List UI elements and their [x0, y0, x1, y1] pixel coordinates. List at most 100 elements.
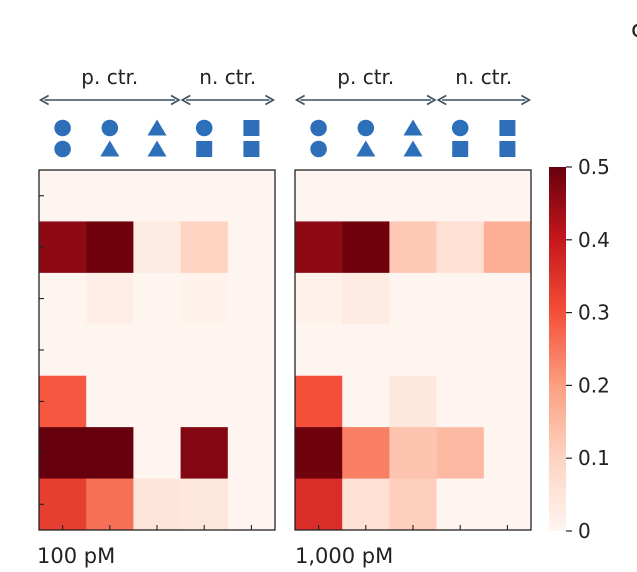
heatmap-cell-p0-r3-c1	[86, 324, 134, 377]
heatmap-cell-p1-r0-c2	[389, 170, 437, 222]
heatmap-cell-p1-r4-c0	[295, 375, 343, 428]
heatmap-cell-p0-r0-c4	[227, 170, 276, 222]
heatmap-cell-p0-r0-c1	[86, 170, 134, 222]
heatmap-cell-p0-r4-c4	[227, 375, 276, 428]
heatmap-cell-p1-r1-c1	[342, 221, 390, 274]
heatmap-cell-p0-r6-c3	[180, 478, 229, 531]
heatmap-cell-p0-r2-c0	[39, 272, 87, 325]
heatmap-cell-p0-r5-c2	[133, 427, 181, 479]
heatmap-cell-p0-r1-c3	[180, 221, 229, 274]
heatmap-cell-p0-r6-c4	[227, 478, 276, 531]
heatmap-cell-p0-r2-c1	[86, 272, 134, 325]
heatmap-cell-p1-r3-c3	[436, 324, 485, 377]
heatmap-cell-p1-r5-c4	[483, 427, 532, 479]
heatmap-cells	[39, 170, 532, 531]
heatmap-cell-p1-r6-c0	[295, 478, 343, 531]
triangle-symbol-icon	[403, 140, 423, 157]
heatmap-cell-p1-r3-c1	[342, 324, 390, 377]
circle-symbol-icon	[195, 119, 213, 137]
circle-symbol-icon	[357, 119, 375, 137]
group-annotation-0: p. ctr.	[294, 65, 437, 106]
heatmap-cell-p0-r5-c1	[86, 427, 134, 479]
heatmap-cell-p1-r1-c3	[436, 221, 485, 274]
heatmap-cell-p0-r3-c3	[180, 324, 229, 377]
group-label: p. ctr.	[81, 65, 138, 89]
triangle-symbol-icon	[147, 119, 167, 136]
heatmap-cell-p1-r0-c1	[342, 170, 390, 222]
heatmap-cell-p0-r0-c0	[39, 170, 87, 222]
heatmap-cell-p1-r0-c3	[436, 170, 485, 222]
heatmap-cell-p1-r3-c0	[295, 324, 343, 377]
heatmap-cell-p0-r4-c3	[180, 375, 229, 428]
heatmap-cell-p1-r5-c3	[436, 427, 485, 479]
arrow-head-left-icon	[436, 94, 447, 106]
panel-title-1000pm: 1,000 pM	[295, 544, 393, 568]
heatmap-cell-p0-r5-c3	[180, 427, 229, 479]
heatmap-cell-p1-r0-c4	[483, 170, 532, 222]
heatmap-cell-p1-r3-c4	[483, 324, 532, 377]
colorbar: 0 0.1 0.2 0.3 0.4 0.5	[549, 155, 610, 543]
panel-title-100pm: 100 pM	[37, 544, 115, 568]
column-symbols	[54, 119, 516, 158]
colorbar-tick-label: 0.5	[578, 155, 610, 179]
heatmap-cell-p0-r4-c2	[133, 375, 181, 428]
group-annotation-1: n. ctr.	[436, 65, 532, 106]
group-annotation-1: n. ctr.	[180, 65, 276, 106]
heatmap-cell-p1-r4-c1	[342, 375, 390, 428]
heatmap-cell-p0-r6-c2	[133, 478, 181, 531]
heatmap-cell-p1-r4-c2	[389, 375, 437, 428]
heatmap-cell-p1-r6-c4	[483, 478, 532, 531]
heatmap-cell-p0-r5-c0	[39, 427, 87, 479]
arrow-head-right-icon	[521, 94, 532, 106]
heatmap-cell-p0-r6-c1	[86, 478, 134, 531]
triangle-symbol-icon	[403, 119, 423, 136]
heatmap-cell-p0-r4-c0	[39, 375, 87, 428]
colorbar-tick-label: 0	[578, 519, 591, 543]
heatmap-cell-p0-r0-c3	[180, 170, 229, 222]
square-symbol-icon	[499, 141, 516, 157]
colorbar-tick-label: 0.2	[578, 373, 610, 397]
heatmap-cell-p1-r6-c1	[342, 478, 390, 531]
circle-symbol-icon	[54, 119, 71, 137]
heatmap-cell-p0-r4-c1	[86, 375, 134, 428]
heatmap-cell-p1-r1-c0	[295, 221, 343, 274]
circle-symbol-icon	[101, 119, 119, 137]
triangle-symbol-icon	[147, 140, 167, 157]
heatmap-cell-p0-r6-c0	[39, 478, 87, 531]
colorbar-tick-label: 0.1	[578, 446, 610, 470]
heatmap-cell-p0-r1-c1	[86, 221, 134, 274]
square-symbol-icon	[243, 120, 260, 136]
heatmap-cell-p1-r5-c0	[295, 427, 343, 479]
heatmap-cell-p1-r2-c1	[342, 272, 390, 325]
circle-symbol-icon	[451, 119, 469, 137]
heatmap-cell-p1-r6-c3	[436, 478, 485, 531]
heatmap-cell-p0-r2-c2	[133, 272, 181, 325]
heatmap-cell-p1-r0-c0	[295, 170, 343, 222]
panel-letter: c	[631, 15, 637, 43]
heatmap-cell-p0-r1-c4	[227, 221, 276, 274]
circle-symbol-icon	[310, 140, 327, 158]
circle-symbol-icon	[310, 119, 327, 137]
heatmap-cell-p0-r3-c0	[39, 324, 87, 377]
colorbar-tick-label: 0.4	[578, 228, 610, 252]
arrow-head-left-icon	[294, 94, 305, 106]
colorbar-gradient	[549, 167, 566, 531]
heatmap-cell-p1-r3-c2	[389, 324, 437, 377]
heatmap-cell-p1-r2-c3	[436, 272, 485, 325]
heatmap-cell-p1-r2-c2	[389, 272, 437, 325]
heatmap-cell-p0-r5-c4	[227, 427, 276, 479]
heatmap-cell-p1-r5-c2	[389, 427, 437, 479]
heatmap-cell-p1-r2-c4	[483, 272, 532, 325]
heatmap-cell-p0-r1-c2	[133, 221, 181, 274]
heatmap-cell-p1-r6-c2	[389, 478, 437, 531]
heatmap-cell-p1-r1-c4	[483, 221, 532, 274]
heatmap-cell-p0-r2-c3	[180, 272, 229, 325]
square-symbol-icon	[499, 120, 516, 136]
heatmap-cell-p0-r3-c2	[133, 324, 181, 377]
group-label: n. ctr.	[455, 65, 512, 89]
heatmap-cell-p0-r1-c0	[39, 221, 87, 274]
heatmap-cell-p1-r4-c3	[436, 375, 485, 428]
group-label: p. ctr.	[337, 65, 394, 89]
colorbar-tick-label: 0.3	[578, 301, 610, 325]
